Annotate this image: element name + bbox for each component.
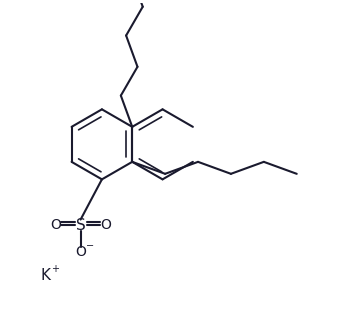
Text: O: O	[50, 218, 61, 232]
Text: +: +	[51, 264, 59, 273]
Text: S: S	[76, 218, 85, 232]
Text: −: −	[86, 241, 94, 251]
Text: O: O	[75, 246, 86, 259]
Text: K: K	[41, 268, 50, 283]
Text: O: O	[100, 218, 111, 232]
